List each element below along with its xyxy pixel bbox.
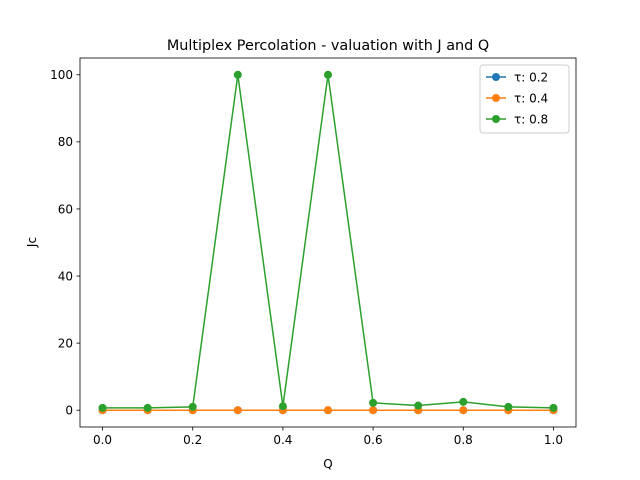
data-point xyxy=(459,406,468,415)
data-point xyxy=(369,398,378,407)
legend-entry: τ: 0.4 xyxy=(486,91,548,105)
series-layer xyxy=(98,70,558,415)
chart-title: Multiplex Percolation - valuation with J… xyxy=(167,38,489,54)
x-tick-label: 1.0 xyxy=(544,433,563,447)
x-axis-ticks: 0.0 0.2 0.4 0.6 0.8 1.0 xyxy=(93,427,563,447)
x-tick-label: 0.4 xyxy=(273,433,292,447)
axes-frame xyxy=(79,57,577,428)
data-point xyxy=(324,406,332,415)
legend: τ: 0.2 τ: 0.4 τ: 0.8 xyxy=(479,64,570,134)
data-point xyxy=(188,402,197,411)
y-axis-ticks: 0 20 40 60 80 100 xyxy=(50,68,80,418)
legend-entry: τ: 0.8 xyxy=(486,112,548,126)
y-tick-label: 20 xyxy=(58,336,73,350)
legend-label: τ: 0.2 xyxy=(514,70,548,84)
legend-marker xyxy=(492,115,500,123)
data-point xyxy=(504,402,513,411)
legend-label: τ: 0.4 xyxy=(514,91,548,105)
y-tick-label: 40 xyxy=(58,269,73,283)
y-tick-label: 0 xyxy=(65,404,73,418)
y-tick-label: 80 xyxy=(58,135,73,149)
series-3 xyxy=(98,70,558,412)
plot-area xyxy=(79,57,577,428)
legend-entry: τ: 0.2 xyxy=(486,70,548,84)
x-tick-label: 0.0 xyxy=(93,433,112,447)
data-point xyxy=(414,401,423,410)
x-tick-label: 0.8 xyxy=(454,433,473,447)
x-tick-label: 0.6 xyxy=(364,433,383,447)
y-tick-label: 100 xyxy=(50,68,73,82)
data-point xyxy=(98,403,107,412)
data-point xyxy=(143,403,152,412)
x-axis-label: Q xyxy=(323,457,332,471)
legend-marker xyxy=(492,94,500,102)
data-point xyxy=(324,70,332,79)
data-point xyxy=(233,70,242,79)
data-point xyxy=(369,406,378,415)
y-axis-label: Jc xyxy=(25,237,39,248)
legend-box xyxy=(479,64,570,134)
data-point xyxy=(278,402,287,411)
data-point xyxy=(549,403,558,412)
legend-marker xyxy=(492,73,500,81)
x-tick-label: 0.2 xyxy=(183,433,202,447)
data-point xyxy=(233,406,242,415)
legend-label: τ: 0.8 xyxy=(514,112,548,126)
y-tick-label: 60 xyxy=(58,202,73,216)
data-point xyxy=(459,397,468,406)
